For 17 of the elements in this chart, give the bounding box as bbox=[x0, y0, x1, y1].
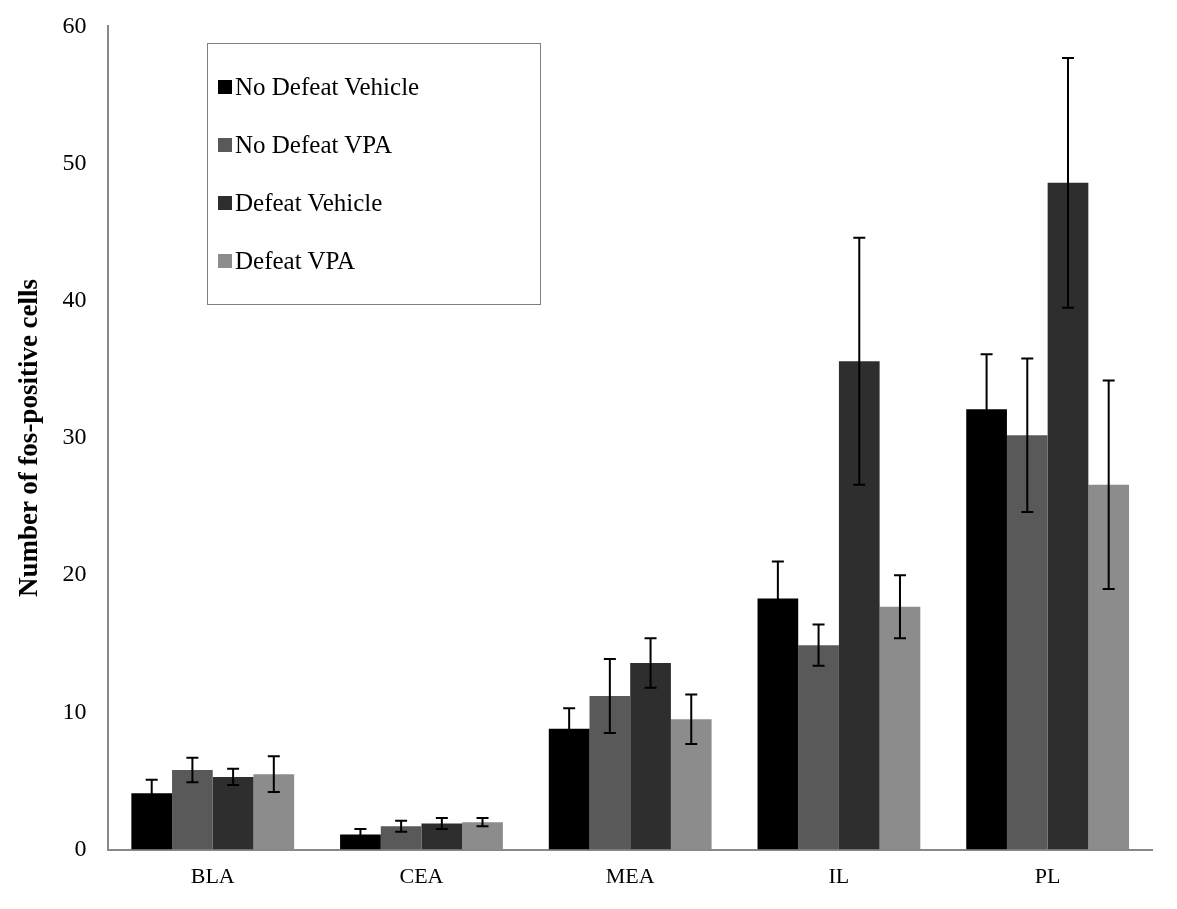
y-axis-title: Number of fos-positive cells bbox=[13, 278, 44, 598]
y-tick-label: 30 bbox=[62, 423, 87, 450]
x-tick-label: MEA bbox=[605, 862, 655, 888]
legend-label: No Defeat Vehicle bbox=[235, 73, 420, 101]
y-tick-label: 40 bbox=[62, 286, 87, 313]
legend-label: No Defeat VPA bbox=[235, 131, 392, 159]
y-tick-label: 50 bbox=[62, 148, 87, 175]
y-tick-label: 10 bbox=[62, 697, 87, 724]
legend-label: Defeat VPA bbox=[235, 247, 356, 275]
x-tick-label: PL bbox=[1034, 862, 1061, 888]
y-tick-label: 60 bbox=[62, 11, 87, 38]
y-tick-label: 0 bbox=[74, 834, 87, 861]
y-tick-label: 20 bbox=[62, 560, 87, 587]
x-tick-label: IL bbox=[828, 862, 850, 888]
x-tick-label: BLA bbox=[190, 862, 235, 888]
legend-label: Defeat Vehicle bbox=[235, 189, 383, 217]
x-tick-label: CEA bbox=[399, 862, 444, 888]
